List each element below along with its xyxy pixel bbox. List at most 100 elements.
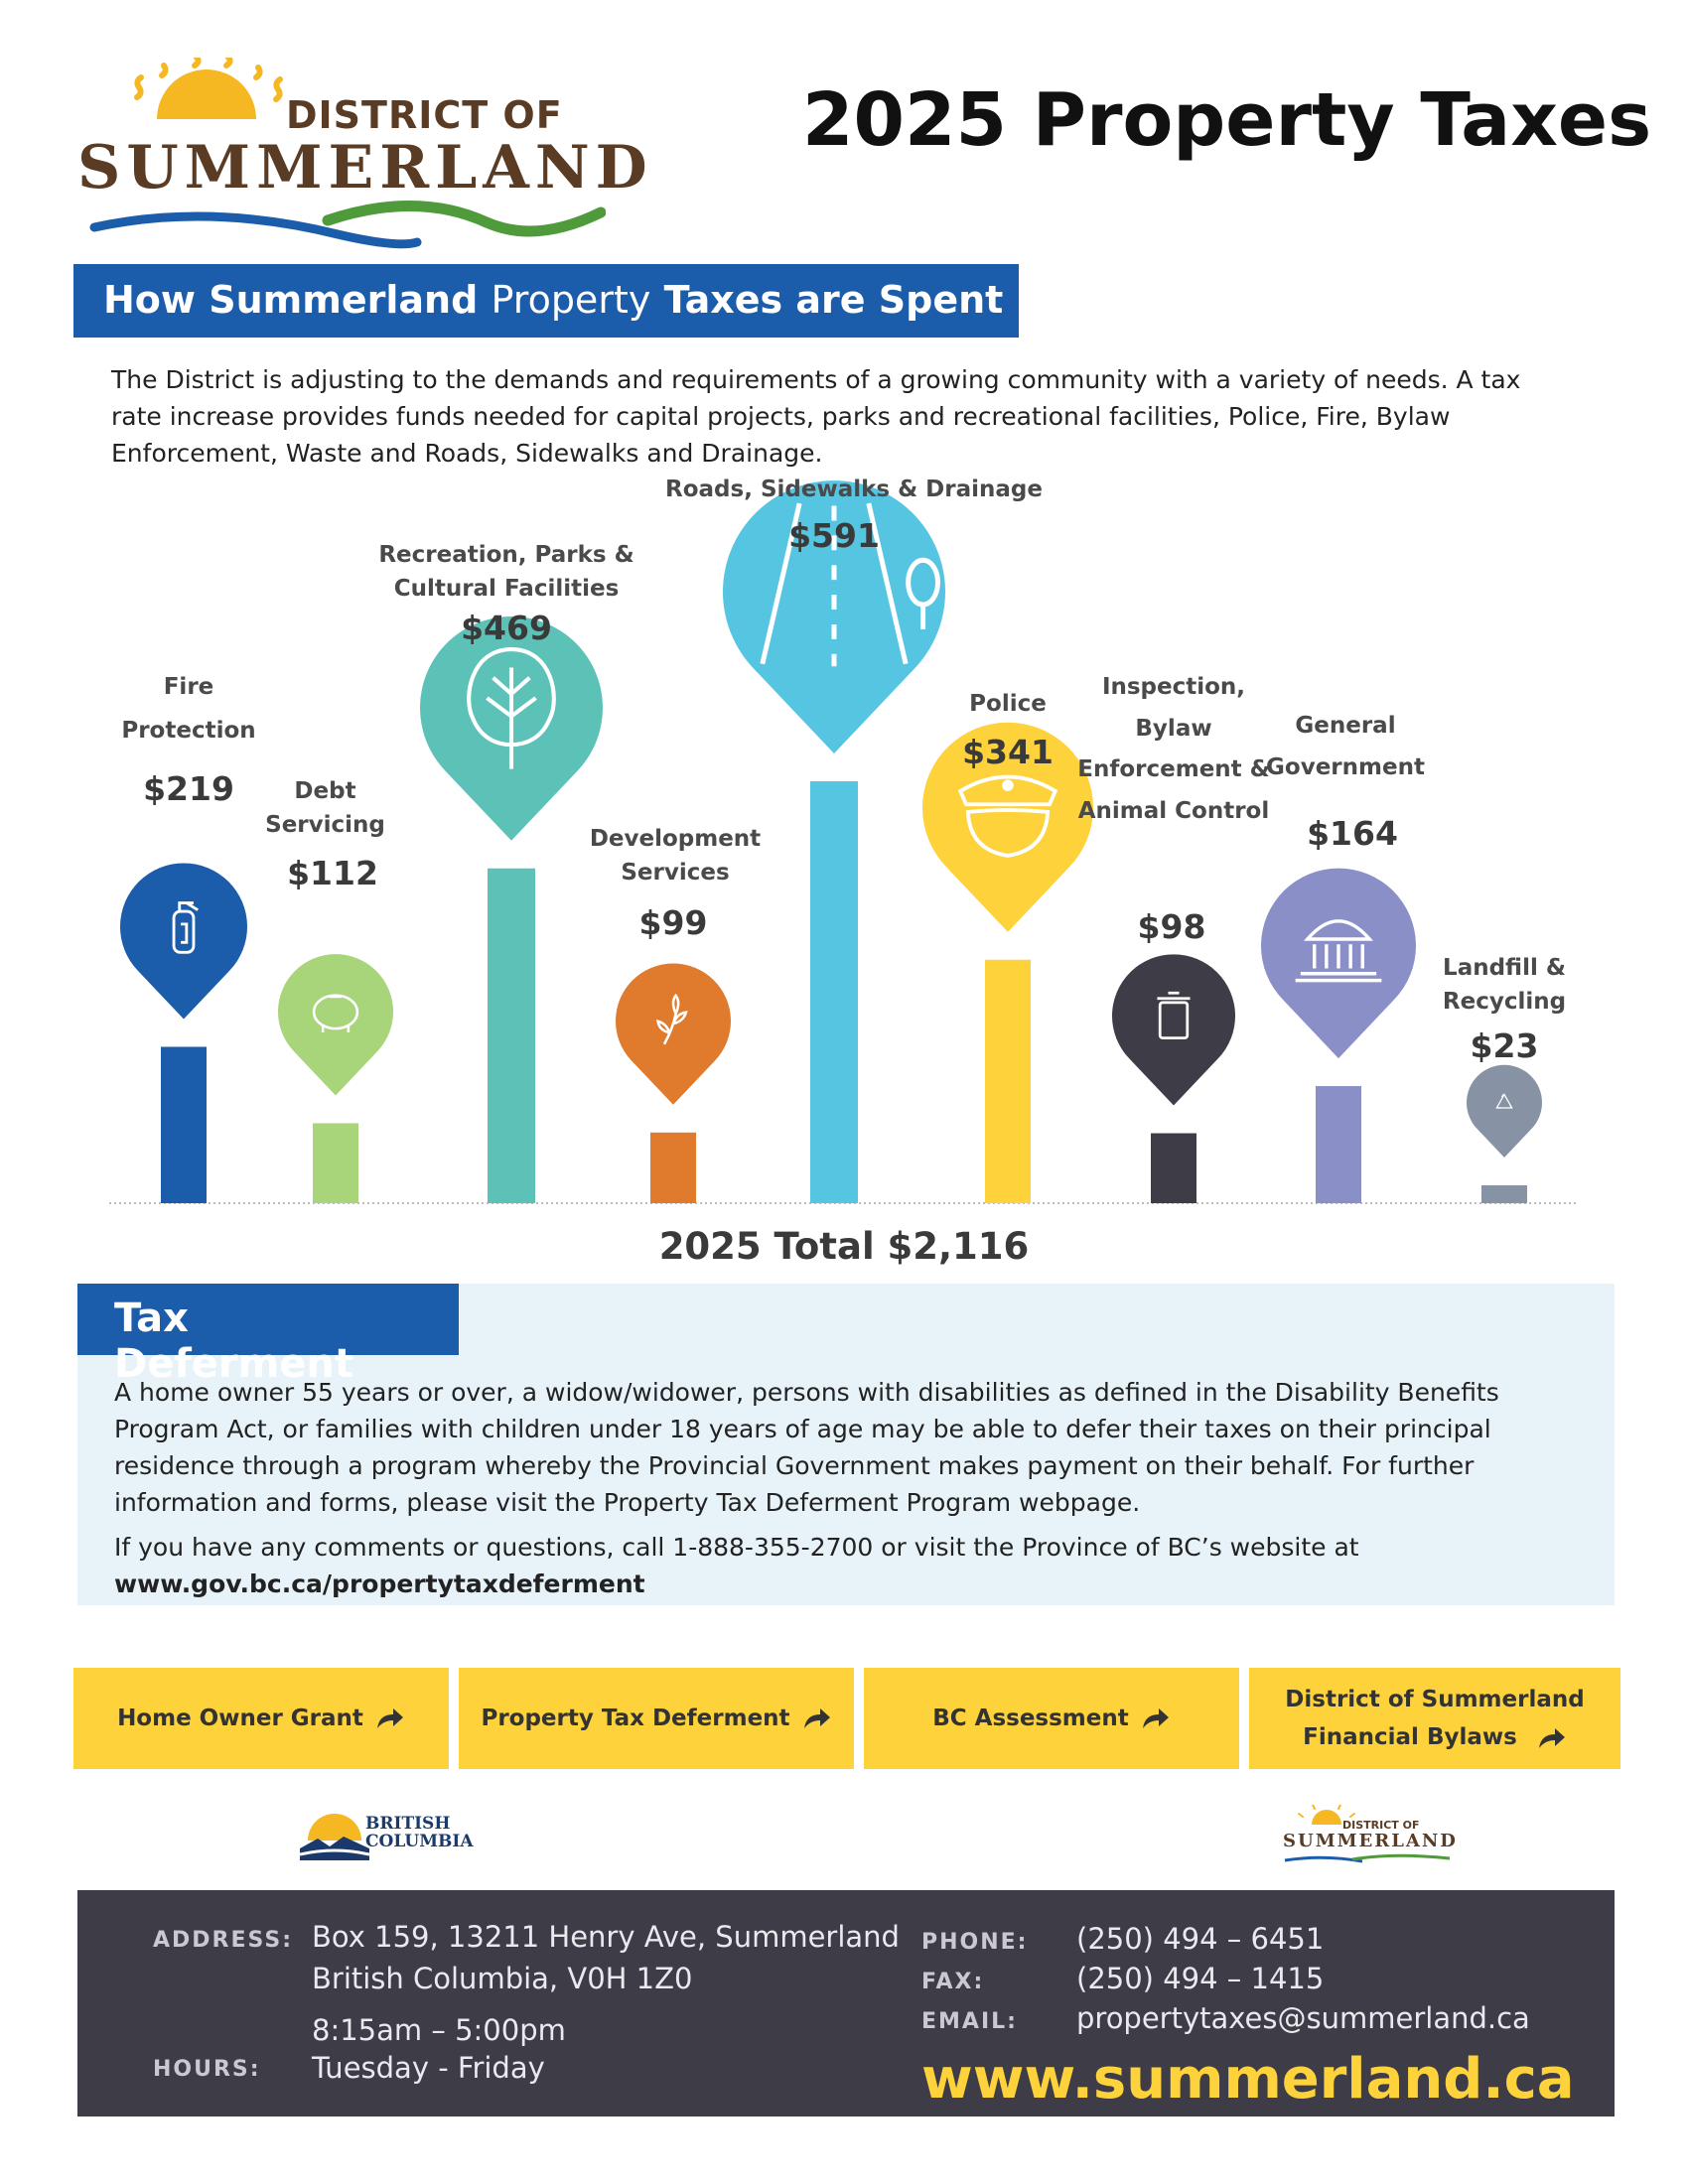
financial-bylaws-label-line1: District of Summerland	[1285, 1687, 1585, 1712]
pin-shape-development	[616, 963, 731, 1105]
bc-logo-line2: COLUMBIA	[365, 1832, 474, 1851]
wave-graphic	[89, 201, 606, 249]
banner-text-light: Property	[491, 278, 651, 322]
value-label-fire: $219	[143, 769, 234, 808]
category-label-inspection: Inspection, Bylaw Enforcement & Animal C…	[1077, 674, 1270, 824]
financial-bylaws-label-line2: Financial Bylaws	[1303, 1724, 1517, 1750]
value-label-general: $164	[1307, 814, 1398, 853]
share-arrow-icon	[376, 1708, 403, 1728]
value-label-landfill: $23	[1470, 1026, 1539, 1065]
website-link[interactable]: www.summerland.ca	[921, 2047, 1575, 2112]
small-wave-graphic	[1284, 1853, 1451, 1863]
category-label-roads: Roads, Sidewalks & Drainage	[665, 477, 1043, 502]
pin-shape-debt	[278, 954, 393, 1096]
bc-assessment-label: BC Assessment	[932, 1706, 1129, 1731]
category-label-recreation: Recreation, Parks & Cultural Facilities	[378, 542, 634, 602]
property-tax-deferment-button[interactable]: Property Tax Deferment	[459, 1668, 854, 1769]
address-line1: Box 159, 13211 Henry Ave, Summerland	[312, 1920, 900, 1954]
road-icon	[760, 502, 940, 667]
deferment-contact: If you have any comments or questions, c…	[114, 1529, 1584, 1602]
bar-police	[985, 959, 1031, 1203]
deferment-website-link[interactable]: www.gov.bc.ca/propertytaxdeferment	[114, 1570, 645, 1598]
deferment-contact-text: If you have any comments or questions, c…	[114, 1533, 1359, 1562]
share-arrow-icon	[803, 1708, 830, 1728]
tree-icon	[467, 647, 556, 769]
hours-line2: Tuesday - Friday	[312, 2051, 545, 2085]
share-arrow-icon	[1538, 1727, 1565, 1748]
bc-logo-text: BRITISH COLUMBIA	[365, 1815, 474, 1850]
home-owner-grant-label: Home Owner Grant	[117, 1706, 363, 1731]
financial-bylaws-button[interactable]: District of Summerland Financial Bylaws	[1249, 1668, 1620, 1769]
category-label-debt: Debt Servicing	[265, 778, 385, 838]
value-label-roads: $591	[788, 516, 880, 555]
pin-police	[922, 722, 1093, 932]
district-logo: DISTRICT OF SUMMERLAND	[77, 58, 647, 256]
address-label: ADDRESS:	[153, 1928, 294, 1953]
police-hat-icon	[957, 774, 1058, 858]
bar-development	[650, 1132, 696, 1203]
address-line2: British Columbia, V0H 1Z0	[312, 1962, 693, 1995]
value-label-recreation: $469	[461, 609, 552, 647]
hours-line1: 8:15am – 5:00pm	[312, 2013, 566, 2047]
bar-fire	[161, 1046, 207, 1203]
pin-shape-police	[922, 722, 1093, 932]
bar-inspection	[1151, 1133, 1196, 1203]
british-columbia-logo: BRITISH COLUMBIA	[300, 1809, 489, 1864]
share-arrow-icon	[1142, 1708, 1169, 1728]
phone-label: PHONE:	[921, 1930, 1029, 1955]
phone-value: (250) 494 – 6451	[1076, 1922, 1325, 1956]
financial-bylaws-label-line2-wrap: Financial Bylaws	[1303, 1718, 1567, 1756]
chart-total: 2025 Total $2,116	[658, 1225, 1030, 1268]
value-label-development: $99	[638, 903, 708, 942]
spent-section-banner: How Summerland Property Taxes are Spent	[73, 264, 1019, 338]
pin-fire	[120, 863, 248, 1020]
small-logo-line2: SUMMERLAND	[1283, 1831, 1458, 1851]
value-label-police: $341	[962, 733, 1054, 771]
sun-icon	[134, 58, 283, 119]
pin-debt	[278, 954, 393, 1096]
recycle-icon	[1495, 1093, 1513, 1109]
category-label-general: General Government	[1266, 713, 1425, 780]
property-tax-deferment-label: Property Tax Deferment	[481, 1706, 790, 1731]
piggy-bank-icon	[312, 994, 359, 1032]
email-value[interactable]: propertytaxes@summerland.ca	[1076, 2001, 1530, 2035]
pin-general	[1261, 868, 1416, 1059]
pin-inspection	[1112, 954, 1235, 1106]
sprout-icon	[655, 993, 688, 1045]
pin-shape-inspection	[1112, 954, 1235, 1106]
category-label-fire: Fire Protection	[121, 674, 256, 744]
bc-assessment-button[interactable]: BC Assessment	[864, 1668, 1239, 1769]
bc-logo-line1: BRITISH	[365, 1814, 451, 1834]
logo-district-of: DISTRICT OF	[286, 93, 563, 137]
email-label: EMAIL:	[921, 2009, 1018, 2034]
bar-roads	[810, 781, 858, 1203]
category-label-police: Police	[969, 691, 1047, 717]
fax-label: FAX:	[921, 1970, 985, 1994]
deferment-banner: Tax Deferment	[77, 1284, 459, 1387]
bar-general	[1316, 1086, 1361, 1203]
deferment-body: A home owner 55 years or over, a widow/w…	[114, 1378, 1499, 1517]
fire-extinguisher-icon	[172, 901, 199, 954]
logo-summerland: SUMMERLAND	[77, 133, 653, 203]
value-label-debt: $112	[287, 854, 378, 892]
pin-landfill	[1467, 1064, 1542, 1158]
fax-value: (250) 494 – 1415	[1076, 1962, 1325, 1995]
district-logo-small: DISTRICT OF SUMMERLAND	[1283, 1805, 1456, 1863]
bar-landfill	[1481, 1185, 1527, 1203]
pin-recreation	[420, 615, 603, 841]
chart-canvas	[109, 480, 1579, 1204]
page-title: 2025 Property Taxes	[802, 77, 1652, 163]
bar-recreation	[488, 868, 535, 1203]
value-label-inspection: $98	[1137, 907, 1206, 946]
intro-paragraph: The District is adjusting to the demands…	[111, 365, 1521, 468]
bar-debt	[313, 1123, 358, 1203]
bc-sun-mountain-icon	[300, 1814, 369, 1860]
category-label-landfill: Landfill & Recycling	[1442, 955, 1567, 1015]
small-logo-line1: DISTRICT OF	[1342, 1819, 1420, 1832]
banner-text-bold-2: Taxes are Spent	[663, 278, 1004, 322]
pin-shape-roads	[723, 480, 945, 753]
hours-label: HOURS:	[153, 2057, 261, 2082]
pin-development	[616, 963, 731, 1105]
home-owner-grant-button[interactable]: Home Owner Grant	[73, 1668, 449, 1769]
pin-shape-landfill	[1467, 1064, 1542, 1158]
